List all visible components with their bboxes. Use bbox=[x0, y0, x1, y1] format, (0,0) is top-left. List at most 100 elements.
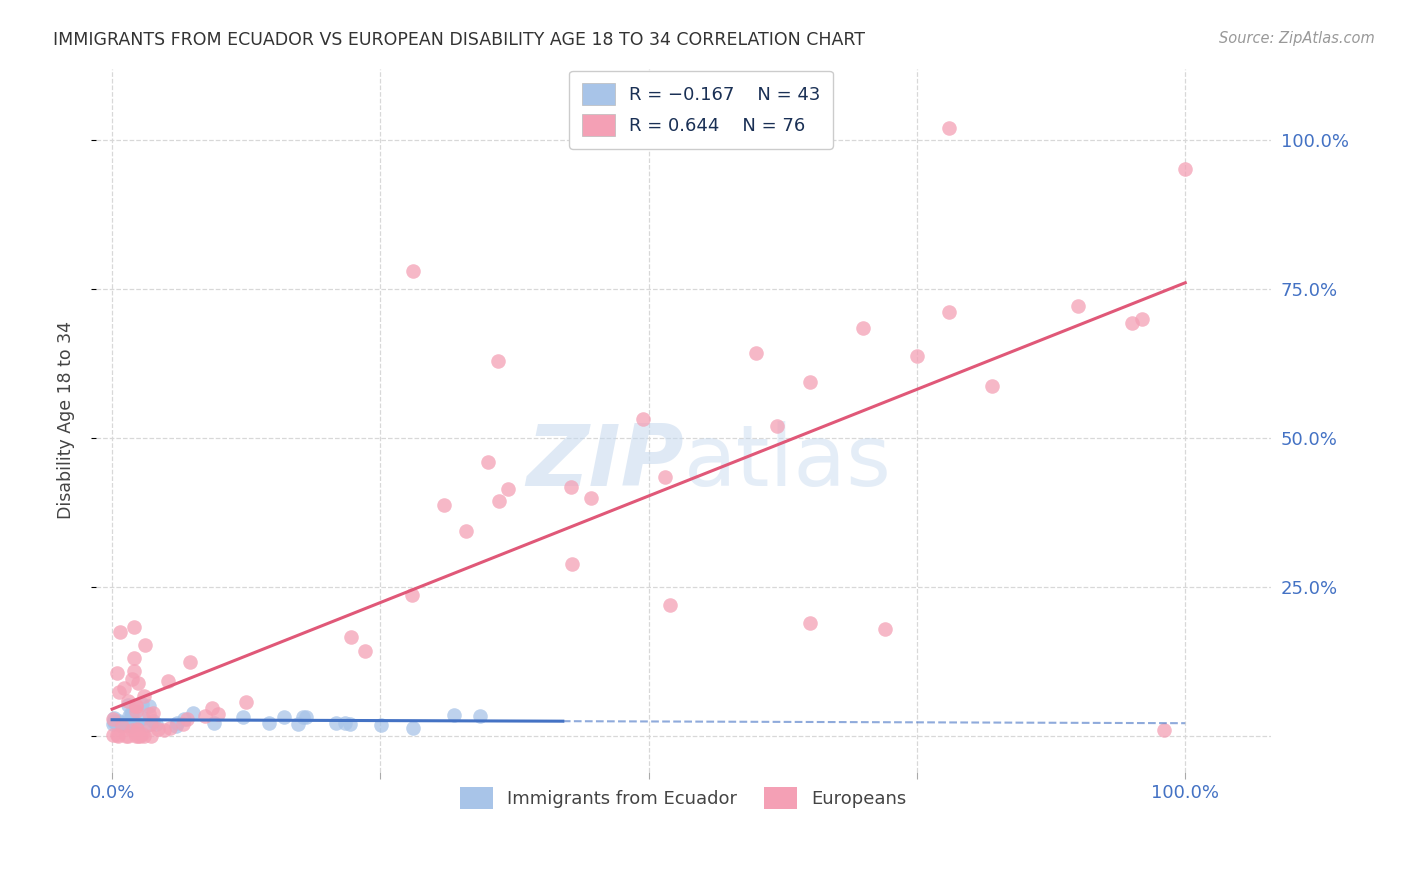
Point bbox=[103, 712, 125, 726]
Point bbox=[132, 690, 155, 704]
Point bbox=[401, 264, 423, 278]
Text: Source: ZipAtlas.com: Source: ZipAtlas.com bbox=[1219, 31, 1375, 46]
Point bbox=[181, 706, 204, 721]
Text: ZIP: ZIP bbox=[526, 421, 683, 504]
Point bbox=[135, 717, 157, 731]
Point bbox=[103, 714, 125, 729]
Y-axis label: Disability Age 18 to 34: Disability Age 18 to 34 bbox=[58, 321, 75, 519]
Point bbox=[117, 729, 139, 743]
Point bbox=[631, 412, 654, 426]
Point bbox=[108, 625, 131, 640]
Point bbox=[401, 588, 423, 602]
Point bbox=[112, 681, 135, 695]
Point bbox=[127, 723, 149, 737]
Point bbox=[121, 723, 143, 738]
Point bbox=[201, 701, 224, 715]
Point bbox=[232, 710, 254, 724]
Point bbox=[110, 718, 132, 732]
Point bbox=[125, 717, 148, 731]
Point bbox=[488, 353, 510, 368]
Point bbox=[104, 716, 127, 731]
Point bbox=[129, 729, 152, 743]
Point bbox=[496, 482, 519, 496]
Point bbox=[470, 708, 492, 723]
Point bbox=[132, 729, 155, 743]
Point bbox=[433, 498, 456, 512]
Point bbox=[654, 470, 676, 484]
Point bbox=[122, 620, 145, 634]
Point bbox=[103, 717, 125, 731]
Point bbox=[235, 695, 257, 709]
Point bbox=[156, 673, 179, 688]
Point bbox=[799, 615, 821, 630]
Point bbox=[118, 709, 141, 723]
Point bbox=[488, 494, 510, 508]
Point bbox=[176, 712, 198, 726]
Point bbox=[477, 455, 499, 469]
Point bbox=[105, 666, 128, 681]
Point bbox=[131, 698, 153, 712]
Point bbox=[287, 716, 309, 731]
Point bbox=[138, 706, 160, 721]
Point bbox=[120, 718, 142, 732]
Point bbox=[105, 728, 128, 742]
Point bbox=[125, 704, 148, 718]
Point bbox=[659, 598, 682, 612]
Point bbox=[292, 710, 315, 724]
Point bbox=[579, 491, 602, 505]
Point bbox=[142, 714, 165, 728]
Point bbox=[354, 643, 377, 657]
Point bbox=[108, 685, 131, 699]
Point bbox=[766, 419, 789, 434]
Point bbox=[103, 714, 125, 728]
Point bbox=[131, 711, 153, 725]
Point bbox=[873, 622, 896, 636]
Point bbox=[173, 712, 195, 726]
Point bbox=[561, 557, 583, 571]
Point bbox=[1121, 316, 1143, 330]
Point bbox=[122, 664, 145, 678]
Legend: Immigrants from Ecuador, Europeans: Immigrants from Ecuador, Europeans bbox=[453, 780, 914, 816]
Point bbox=[194, 709, 217, 723]
Point bbox=[1067, 300, 1090, 314]
Point bbox=[111, 719, 134, 733]
Point bbox=[402, 721, 425, 735]
Point bbox=[134, 638, 156, 652]
Point bbox=[340, 630, 363, 644]
Point bbox=[121, 707, 143, 722]
Point bbox=[125, 699, 148, 714]
Point bbox=[166, 715, 188, 730]
Point bbox=[152, 723, 174, 737]
Point bbox=[166, 719, 188, 733]
Point bbox=[142, 706, 165, 720]
Point bbox=[799, 376, 821, 390]
Point bbox=[456, 524, 478, 539]
Point bbox=[127, 729, 149, 743]
Point bbox=[294, 709, 316, 723]
Point bbox=[938, 121, 960, 136]
Point bbox=[107, 715, 129, 730]
Point bbox=[131, 726, 153, 740]
Point bbox=[204, 716, 226, 731]
Text: atlas: atlas bbox=[683, 421, 891, 504]
Point bbox=[110, 718, 132, 732]
Point bbox=[121, 672, 143, 686]
Point bbox=[125, 729, 148, 743]
Point bbox=[122, 650, 145, 665]
Point bbox=[117, 694, 139, 708]
Point bbox=[117, 698, 139, 713]
Point bbox=[1153, 723, 1175, 738]
Point bbox=[339, 717, 361, 731]
Point bbox=[1130, 312, 1153, 326]
Point bbox=[852, 321, 875, 335]
Point bbox=[273, 709, 295, 723]
Point bbox=[107, 729, 129, 743]
Point bbox=[1174, 161, 1197, 176]
Point bbox=[443, 708, 465, 723]
Point bbox=[114, 729, 136, 743]
Point bbox=[145, 717, 167, 731]
Point bbox=[259, 715, 281, 730]
Point bbox=[745, 346, 768, 360]
Point bbox=[333, 716, 356, 731]
Point bbox=[172, 717, 194, 731]
